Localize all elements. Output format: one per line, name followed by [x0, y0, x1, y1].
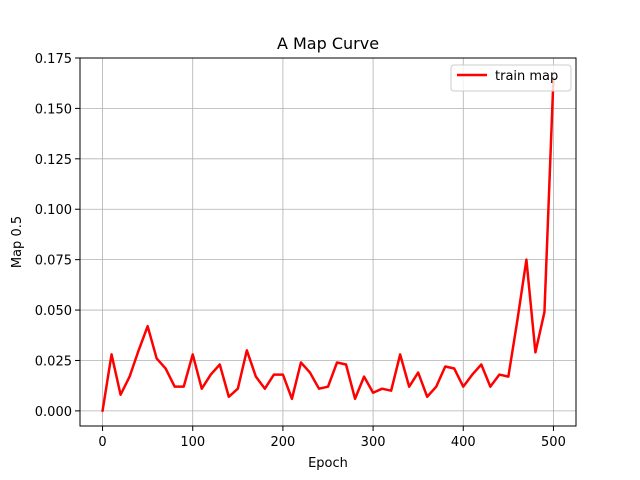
legend-label-train-map: train map: [495, 69, 558, 84]
y-tick-label: 0.100: [35, 203, 72, 218]
series-line-train-map: [101, 76, 555, 413]
x-tick-label: 500: [541, 435, 566, 450]
x-tick-label: 300: [361, 435, 386, 450]
legend-box: [450, 64, 572, 92]
legend: train map: [450, 64, 572, 92]
y-tick-label: 0.050: [35, 304, 72, 319]
y-tick-label: 0.150: [35, 102, 72, 117]
chart-title: A Map Curve: [277, 34, 379, 53]
plot-frame: [79, 57, 577, 427]
y-axis-ticks: 0.000 0.025 0.050 0.075 0.100 0.125 0.150 0.175: [35, 52, 80, 420]
y-tick-label: 0.000: [35, 405, 72, 420]
y-tick-label: 0.175: [35, 52, 72, 67]
x-axis-ticks: 0 100 200 300 400 500: [98, 426, 566, 450]
x-axis-label: Epoch: [308, 456, 348, 471]
x-tick-label: 400: [451, 435, 476, 450]
x-tick-label: 0: [98, 435, 106, 450]
x-tick-label: 100: [180, 435, 205, 450]
y-tick-label: 0.025: [35, 354, 72, 369]
y-axis-label: Map 0.5: [10, 216, 25, 268]
x-tick-label: 200: [270, 435, 295, 450]
series-layer: [101, 76, 555, 413]
y-tick-label: 0.075: [35, 254, 72, 269]
y-tick-label: 0.125: [35, 153, 72, 168]
